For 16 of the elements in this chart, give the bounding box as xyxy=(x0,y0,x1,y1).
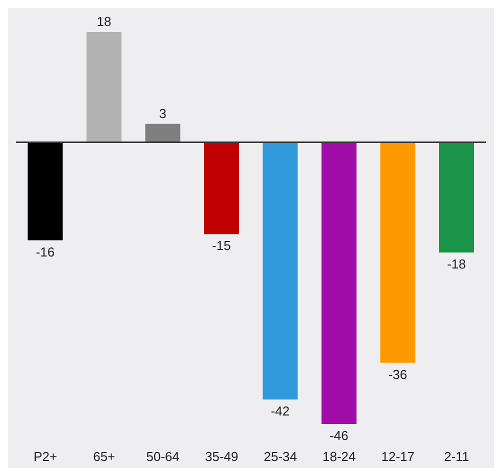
data-label: 3 xyxy=(159,106,166,121)
x-tick-label: 65+ xyxy=(93,449,116,464)
data-label: 18 xyxy=(96,14,112,29)
data-label: -46 xyxy=(330,428,348,443)
x-tick-label: 50-64 xyxy=(146,449,180,464)
data-label: -15 xyxy=(212,238,231,254)
x-tick-label: 35-49 xyxy=(205,449,238,464)
x-tick-label: 2-11 xyxy=(444,449,470,464)
x-tick-label: 12-17 xyxy=(381,449,414,464)
data-label: -18 xyxy=(447,256,466,272)
data-label: -16 xyxy=(36,244,55,260)
x-tick-label: 25-34 xyxy=(264,449,297,464)
data-label: -36 xyxy=(388,366,408,382)
x-tick-label: P2+ xyxy=(34,449,58,464)
data-label: -42 xyxy=(270,404,290,418)
x-tick-label: 18-24 xyxy=(322,449,356,464)
